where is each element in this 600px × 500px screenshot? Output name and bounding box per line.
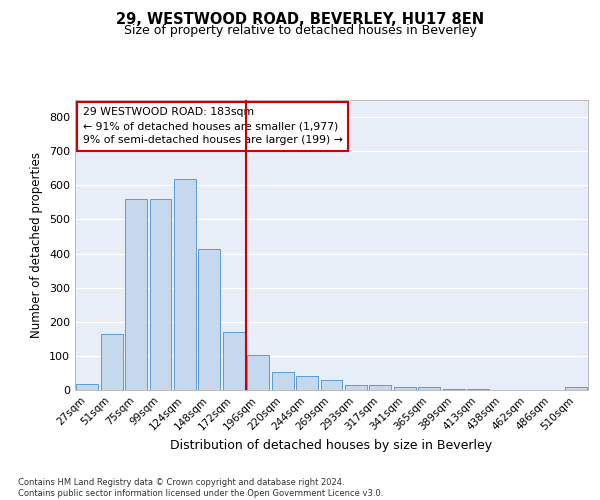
Bar	[296, 376, 318, 390]
X-axis label: Distribution of detached houses by size in Beverley: Distribution of detached houses by size …	[170, 438, 493, 452]
Bar	[418, 386, 440, 390]
Bar	[394, 386, 416, 390]
Bar	[101, 334, 122, 390]
Bar	[370, 385, 391, 390]
Bar	[565, 388, 587, 390]
Text: Contains HM Land Registry data © Crown copyright and database right 2024.
Contai: Contains HM Land Registry data © Crown c…	[18, 478, 383, 498]
Bar	[149, 199, 172, 390]
Bar	[125, 199, 147, 390]
Bar	[272, 372, 293, 390]
Bar	[467, 388, 489, 390]
Bar	[174, 180, 196, 390]
Bar	[223, 332, 245, 390]
Bar	[199, 249, 220, 390]
Bar	[443, 388, 464, 390]
Text: 29, WESTWOOD ROAD, BEVERLEY, HU17 8EN: 29, WESTWOOD ROAD, BEVERLEY, HU17 8EN	[116, 12, 484, 28]
Y-axis label: Number of detached properties: Number of detached properties	[31, 152, 43, 338]
Bar	[76, 384, 98, 390]
Text: 29 WESTWOOD ROAD: 183sqm
← 91% of detached houses are smaller (1,977)
9% of semi: 29 WESTWOOD ROAD: 183sqm ← 91% of detach…	[83, 108, 343, 146]
Bar	[345, 385, 367, 390]
Bar	[247, 355, 269, 390]
Text: Size of property relative to detached houses in Beverley: Size of property relative to detached ho…	[124, 24, 476, 37]
Bar	[320, 380, 343, 390]
